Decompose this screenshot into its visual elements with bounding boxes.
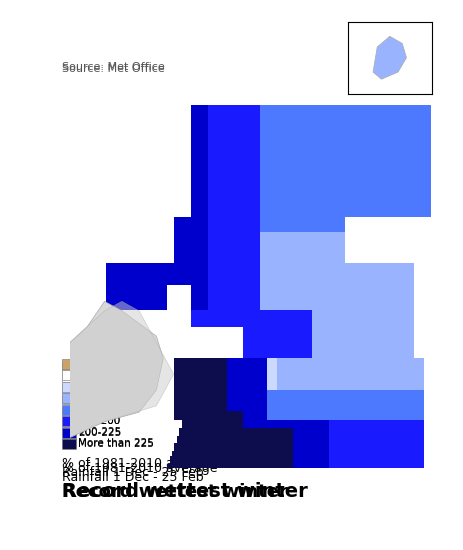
Text: 150-175: 150-175 [78,405,121,415]
Text: 175-200: 175-200 [78,416,121,426]
Bar [62,416,75,426]
Text: More than 225: More than 225 [78,439,154,449]
Text: Rainfall 1 Dec - 25 Feb: Rainfall 1 Dec - 25 Feb [62,466,203,480]
Text: 150-175: 150-175 [78,405,121,415]
Text: Rainfall 1 Dec - 25 Feb: Rainfall 1 Dec - 25 Feb [62,471,203,484]
Bar [62,395,75,404]
Text: 70-90: 70-90 [78,362,108,372]
Bar [62,405,75,415]
Bar [62,439,75,449]
Bar [62,393,75,403]
Bar [62,359,75,369]
Text: Source: Met Office: Source: Met Office [62,62,164,72]
Bar [62,362,75,372]
Bar [62,370,75,380]
Bar [62,384,75,393]
Polygon shape [1,301,173,437]
Bar [62,427,75,436]
Text: Source: Met Office: Source: Met Office [62,64,164,74]
Bar [62,382,75,392]
Bar [62,438,75,447]
Text: 110-130: 110-130 [78,382,121,392]
Text: 175-200: 175-200 [78,416,121,426]
Bar [62,405,75,415]
Text: 130-150: 130-150 [78,393,121,403]
Text: 200-225: 200-225 [78,428,121,438]
Polygon shape [372,36,406,79]
Text: 200-225: 200-225 [78,427,121,437]
Text: % of 1981-2010 average: % of 1981-2010 average [62,457,217,470]
Bar [62,373,75,382]
Text: % of 1981-2010 average: % of 1981-2010 average [62,462,217,475]
Text: Record wettest winter: Record wettest winter [62,482,307,501]
Text: 90-110: 90-110 [78,370,114,380]
Text: More than 225: More than 225 [78,438,154,448]
Bar [62,428,75,438]
Bar [62,416,75,426]
Text: 70-90: 70-90 [78,359,108,369]
Text: 90-110: 90-110 [78,373,114,383]
Text: 130-150: 130-150 [78,394,121,404]
Text: Record wettest winter: Record wettest winter [62,483,287,502]
Text: 110-130: 110-130 [78,384,121,394]
Polygon shape [1,301,163,437]
